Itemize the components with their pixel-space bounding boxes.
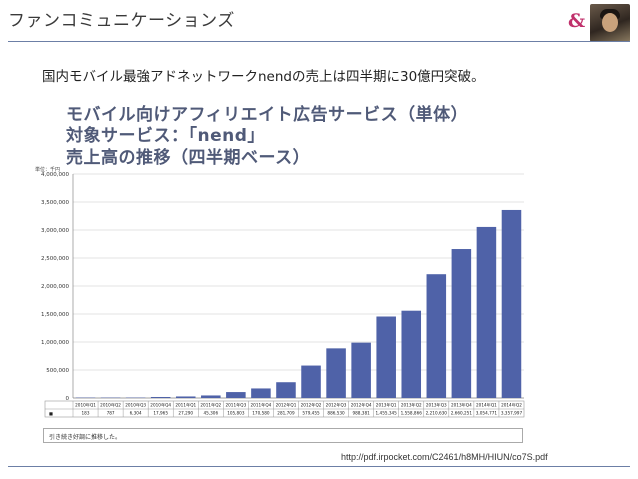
category-label: 2012年Q4 <box>351 402 372 409</box>
value-label: 6,304 <box>130 411 142 416</box>
category-label: 2011年Q4 <box>251 402 272 409</box>
y-tick-label: 1,000,000 <box>41 340 69 346</box>
slide-subtitle: 国内モバイル最強アドネットワークnendの売上は四半期に30億円突破。 <box>42 69 485 85</box>
category-label: 2012年Q1 <box>276 402 297 409</box>
value-label: 27,290 <box>178 411 193 416</box>
bar-2012年Q2 <box>301 365 321 398</box>
company-logo: & <box>568 10 586 32</box>
value-label: 2,660,251 <box>451 411 473 416</box>
category-label: 2011年Q3 <box>225 402 246 409</box>
bar-2011年Q2 <box>201 395 221 398</box>
bar-2011年Q1 <box>175 396 196 398</box>
category-label: 2012年Q2 <box>301 402 322 409</box>
category-label: 2013年Q3 <box>426 402 447 409</box>
chart-title-line-1: モバイル向けアフィリエイト広告サービス（単体） <box>66 105 469 125</box>
y-tick-label: 0 <box>66 396 70 402</box>
value-label: 17,965 <box>153 411 168 416</box>
bar-2011年Q3 <box>226 392 246 398</box>
category-label: 2010年Q4 <box>150 402 171 409</box>
category-label: 2011年Q2 <box>200 402 221 409</box>
source-link[interactable]: http://pdf.irpocket.com/C2461/h8MH/HIUN/… <box>341 452 548 462</box>
y-tick-label: 2,000,000 <box>41 284 69 290</box>
category-label: 2010年Q1 <box>75 402 96 409</box>
bar-2013年Q3 <box>426 274 447 398</box>
bar-2014年Q2 <box>501 209 522 398</box>
value-label: 988,381 <box>352 411 370 416</box>
chart-title-line-3: 売上高の推移（四半期ベース） <box>66 148 311 168</box>
value-label: 3,054,771 <box>476 411 498 416</box>
value-label: 579,455 <box>302 411 320 416</box>
value-label: 1,455,345 <box>376 411 398 416</box>
header-divider <box>8 41 630 42</box>
unit-label: 単位：千円 <box>35 167 61 173</box>
category-label: 2013年Q1 <box>376 402 397 409</box>
bar-2012年Q1 <box>276 382 296 398</box>
value-label: 183 <box>82 411 90 416</box>
category-label: 2014年Q1 <box>476 402 497 409</box>
category-label: 2013年Q4 <box>451 402 472 409</box>
bar-2013年Q4 <box>451 249 472 398</box>
y-tick-label: 3,000,000 <box>41 228 69 234</box>
category-label: 2012年Q3 <box>326 402 347 409</box>
presenter-photo <box>590 4 630 42</box>
y-tick-label: 500,000 <box>46 368 69 374</box>
bar-2013年Q2 <box>401 310 422 398</box>
bar-2012年Q4 <box>351 342 371 398</box>
bar-2012年Q3 <box>326 348 346 398</box>
value-label: 105,803 <box>227 411 245 416</box>
value-label: 1,558,866 <box>401 411 423 416</box>
value-label: 2,210,630 <box>426 411 448 416</box>
category-label: 2011年Q1 <box>175 402 196 409</box>
header-title: ファンコミュニケーションズ <box>8 11 235 31</box>
category-label: 2013年Q2 <box>401 402 422 409</box>
bar-2010年Q4 <box>150 396 171 398</box>
value-label: 787 <box>107 411 115 416</box>
category-label: 2014年Q2 <box>501 402 522 409</box>
value-label: 45,306 <box>203 411 218 416</box>
value-label: 886,530 <box>327 411 345 416</box>
legend-marker: ■ <box>49 411 53 416</box>
y-tick-label: 2,500,000 <box>41 256 69 262</box>
category-label: 2010年Q3 <box>125 402 146 409</box>
value-label: 3,357,997 <box>501 411 523 416</box>
y-tick-label: 1,500,000 <box>41 312 69 318</box>
value-label: 170,580 <box>252 411 270 416</box>
y-tick-label: 3,500,000 <box>41 200 69 206</box>
y-tick-label: 4,000,000 <box>41 172 69 178</box>
note-box: 引き続き好調に推移した。 <box>43 428 523 443</box>
value-label: 281,709 <box>277 411 295 416</box>
bar-2011年Q4 <box>251 388 271 398</box>
chart-title-line-2: 対象サービス：「nend」 <box>66 126 265 146</box>
bar-2013年Q1 <box>376 316 396 398</box>
footer-divider <box>8 466 630 467</box>
category-label: 2010年Q2 <box>100 402 121 409</box>
bar-2014年Q1 <box>476 226 497 398</box>
